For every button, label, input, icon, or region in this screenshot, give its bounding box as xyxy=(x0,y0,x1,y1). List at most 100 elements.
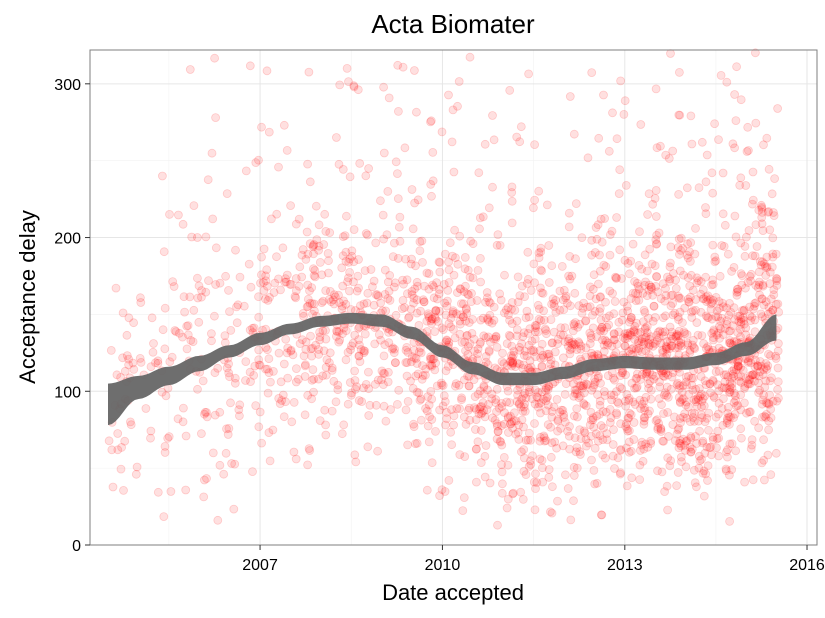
scatter-point xyxy=(679,327,689,337)
scatter-point xyxy=(559,285,569,295)
scatter-point xyxy=(480,472,490,482)
scatter-point xyxy=(353,271,363,281)
scatter-point xyxy=(285,279,295,289)
scatter-point xyxy=(697,413,707,423)
scatter-point xyxy=(435,267,445,277)
scatter-point xyxy=(674,331,684,340)
scatter-point xyxy=(437,323,447,333)
scatter-point xyxy=(700,376,710,386)
scatter-point xyxy=(686,292,695,302)
scatter-point xyxy=(645,406,654,416)
scatter-point xyxy=(698,438,707,448)
scatter-point xyxy=(612,339,622,349)
scatter-point xyxy=(455,284,465,294)
scatter-point xyxy=(491,334,501,344)
scatter-point xyxy=(564,334,574,344)
scatter-point xyxy=(428,147,438,157)
scatter-point xyxy=(654,228,664,238)
scatter-point xyxy=(483,385,492,395)
scatter-point xyxy=(421,364,431,374)
scatter-point xyxy=(559,305,569,315)
scatter-point xyxy=(398,62,408,72)
scatter-point xyxy=(360,346,370,356)
scatter-point xyxy=(391,310,401,320)
scatter-point xyxy=(673,331,682,341)
scatter-point xyxy=(758,280,768,290)
scatter-point xyxy=(489,315,499,325)
scatter-point xyxy=(373,291,383,301)
scatter-point xyxy=(576,434,586,444)
scatter-point xyxy=(625,317,634,327)
scatter-point xyxy=(732,62,741,72)
scatter-point xyxy=(756,200,766,210)
scatter-point xyxy=(265,292,274,302)
scatter-point xyxy=(355,301,365,311)
scatter-point xyxy=(772,280,782,290)
scatter-point xyxy=(330,292,340,302)
scatter-point xyxy=(663,505,672,515)
scatter-point xyxy=(514,434,524,444)
scatter-point xyxy=(653,287,663,297)
scatter-point xyxy=(524,461,534,471)
scatter-point xyxy=(180,307,190,317)
scatter-point xyxy=(438,325,448,335)
scatter-point xyxy=(410,198,420,208)
scatter-point xyxy=(661,341,671,351)
scatter-point xyxy=(648,370,657,380)
scatter-point xyxy=(379,401,389,411)
scatter-point xyxy=(662,382,672,392)
scatter-point xyxy=(674,293,684,303)
scatter-point xyxy=(694,183,704,193)
scatter-point xyxy=(515,291,525,301)
scatter-point xyxy=(727,366,737,376)
scatter-point xyxy=(676,233,686,243)
scatter-point xyxy=(319,240,329,249)
scatter-point xyxy=(726,412,735,422)
scatter-point xyxy=(619,297,629,307)
scatter-point xyxy=(308,343,317,353)
scatter-point xyxy=(686,447,696,457)
scatter-point xyxy=(291,286,301,296)
scatter-point xyxy=(692,318,702,328)
scatter-point xyxy=(624,346,634,356)
scatter-point xyxy=(202,407,211,417)
scatter-point xyxy=(301,337,311,347)
scatter-point xyxy=(761,297,771,307)
scatter-point xyxy=(424,313,434,322)
scatter-point xyxy=(409,293,419,303)
scatter-point xyxy=(590,443,600,453)
scatter-point xyxy=(725,338,735,348)
scatter-point xyxy=(640,413,650,423)
scatter-point xyxy=(185,292,195,302)
scatter-point xyxy=(661,344,671,354)
scatter-point xyxy=(682,397,691,407)
scatter-point xyxy=(479,331,489,341)
scatter-point xyxy=(732,287,742,297)
scatter-point xyxy=(722,416,732,425)
scatter-point xyxy=(691,397,701,407)
scatter-point xyxy=(539,306,548,316)
scatter-point xyxy=(444,337,454,347)
scatter-point xyxy=(698,468,708,478)
scatter-point xyxy=(480,412,490,422)
scatter-point xyxy=(759,455,769,465)
scatter-point xyxy=(431,314,441,324)
scatter-point xyxy=(576,341,586,351)
scatter-point xyxy=(506,419,515,429)
scatter-point xyxy=(709,325,719,335)
scatter-point xyxy=(652,335,662,345)
scatter-point xyxy=(536,243,546,253)
scatter-point xyxy=(757,458,767,468)
scatter-point xyxy=(256,270,266,280)
scatter-point xyxy=(516,122,526,132)
scatter-point xyxy=(650,312,660,322)
scatter-point xyxy=(497,460,506,470)
scatter-point xyxy=(559,409,568,419)
scatter-point xyxy=(764,416,774,426)
scatter-point xyxy=(740,382,750,392)
scatter-point xyxy=(761,270,771,280)
scatter-point xyxy=(304,444,314,454)
scatter-point xyxy=(526,362,536,372)
scatter-point xyxy=(401,405,411,415)
scatter-point xyxy=(644,313,653,323)
